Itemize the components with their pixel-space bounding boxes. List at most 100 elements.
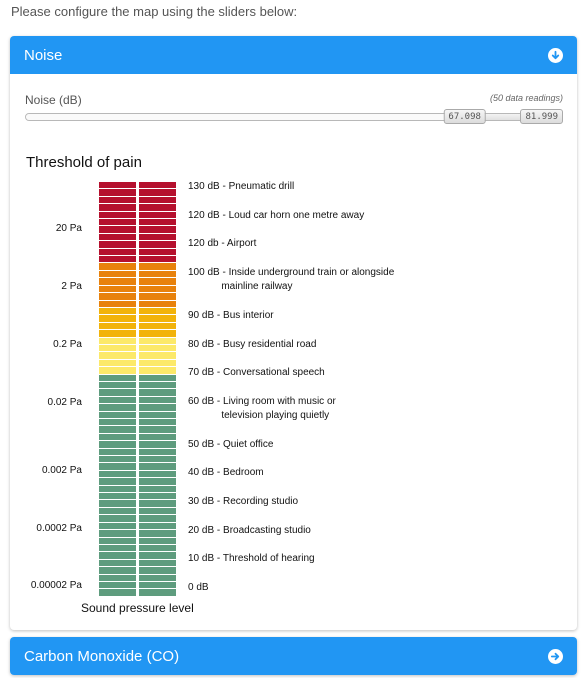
meter-segment bbox=[139, 374, 176, 382]
meter-segment bbox=[99, 567, 136, 575]
sound-pressure-axis-label: Sound pressure level bbox=[81, 601, 194, 615]
meter-segment bbox=[99, 367, 136, 375]
meter-segment bbox=[139, 470, 176, 479]
meter-segment bbox=[99, 293, 136, 301]
noise-panel-header[interactable]: Noise bbox=[10, 36, 577, 74]
db-level-label: 130 dB - Pneumatic drill bbox=[188, 181, 295, 192]
meter-segment bbox=[139, 182, 176, 190]
meter-segment bbox=[139, 189, 176, 197]
meter-segment bbox=[99, 182, 136, 190]
meter-segment bbox=[99, 581, 136, 590]
meter-segment bbox=[99, 374, 136, 382]
meter-segment bbox=[139, 381, 176, 390]
meter-segment bbox=[139, 581, 176, 590]
meter-segment bbox=[99, 211, 136, 220]
pressure-label: 2 Pa bbox=[61, 281, 82, 292]
pressure-label: 0.2 Pa bbox=[53, 339, 82, 350]
meter-segment bbox=[99, 307, 136, 316]
meter-segment bbox=[99, 241, 136, 249]
meter-segment bbox=[99, 204, 136, 212]
meter-segment bbox=[139, 337, 176, 345]
meter-segment bbox=[139, 448, 176, 457]
noise-slider-track[interactable]: 67.098 81.999 bbox=[25, 109, 563, 124]
meter-segment bbox=[139, 293, 176, 301]
meter-segment bbox=[99, 515, 136, 523]
meter-segment bbox=[99, 248, 136, 257]
meter-segment bbox=[99, 278, 136, 286]
meter-segment bbox=[139, 196, 176, 205]
meter-segment bbox=[139, 344, 176, 353]
co-panel: Carbon Monoxide (CO) bbox=[10, 637, 577, 675]
meter-segment bbox=[99, 470, 136, 479]
meter-segment bbox=[99, 352, 136, 360]
meter-segment bbox=[139, 530, 176, 538]
db-level-label: 120 dB - Loud car horn one metre away bbox=[188, 210, 365, 221]
meter-segment bbox=[99, 396, 136, 405]
meter-segment bbox=[139, 404, 176, 412]
noise-slider-handle[interactable]: 67.098 bbox=[443, 109, 486, 124]
db-level-label: 90 dB - Bus interior bbox=[188, 310, 274, 321]
noise-level-meter bbox=[99, 182, 176, 597]
meter-segment bbox=[99, 426, 136, 434]
meter-segment bbox=[139, 359, 176, 368]
meter-segment bbox=[139, 278, 176, 286]
meter-segment bbox=[99, 344, 136, 353]
meter-segment bbox=[99, 478, 136, 486]
meter-segment bbox=[139, 219, 176, 227]
db-level-label: 10 dB - Threshold of hearing bbox=[188, 553, 315, 564]
db-level-label: 20 dB - Broadcasting studio bbox=[188, 525, 311, 536]
meter-segment bbox=[139, 559, 176, 568]
meter-segment bbox=[99, 456, 136, 464]
meter-segment bbox=[139, 537, 176, 545]
meter-segment bbox=[99, 589, 136, 597]
meter-segment bbox=[139, 315, 176, 323]
meter-segment bbox=[139, 263, 176, 271]
db-level-label: 50 dB - Quiet office bbox=[188, 439, 274, 450]
co-panel-header[interactable]: Carbon Monoxide (CO) bbox=[10, 637, 577, 675]
meter-segment bbox=[99, 448, 136, 457]
meter-segment bbox=[99, 256, 136, 264]
arrow-down-circle-icon[interactable] bbox=[548, 47, 563, 63]
meter-segment bbox=[99, 337, 136, 345]
meter-segment bbox=[139, 204, 176, 212]
meter-segment bbox=[139, 241, 176, 249]
pressure-label: 0.00002 Pa bbox=[30, 580, 82, 591]
meter-segment bbox=[139, 515, 176, 523]
meter-segment bbox=[139, 567, 176, 575]
meter-segment bbox=[99, 522, 136, 531]
meter-segment bbox=[139, 248, 176, 257]
db-level-label: 100 dB - Inside underground train or alo… bbox=[188, 267, 395, 292]
meter-segment bbox=[99, 285, 136, 294]
meter-segment bbox=[99, 552, 136, 560]
meter-segment bbox=[139, 493, 176, 501]
noise-slider-fill bbox=[26, 114, 465, 120]
db-level-label: 80 dB - Busy residential road bbox=[188, 339, 317, 350]
meter-segment bbox=[139, 552, 176, 560]
meter-segment bbox=[139, 226, 176, 234]
meter-segment bbox=[99, 404, 136, 412]
meter-segment bbox=[99, 322, 136, 331]
meter-segment bbox=[99, 433, 136, 442]
db-level-label: 60 dB - Living room with music or televi… bbox=[188, 396, 336, 421]
meter-segment bbox=[99, 441, 136, 449]
noise-slider-max-handle[interactable]: 81.999 bbox=[520, 109, 563, 124]
noise-panel-title: Noise bbox=[24, 46, 63, 64]
pressure-label: 0.02 Pa bbox=[47, 397, 82, 408]
meter-segment bbox=[139, 544, 176, 553]
meter-segment bbox=[99, 226, 136, 234]
meter-segment bbox=[139, 352, 176, 360]
db-level-label: 120 db - Airport bbox=[188, 238, 257, 249]
arrow-right-circle-icon[interactable] bbox=[548, 648, 563, 664]
meter-segment bbox=[99, 315, 136, 323]
meter-segment bbox=[139, 300, 176, 308]
meter-segment bbox=[139, 367, 176, 375]
meter-column-right bbox=[139, 182, 176, 597]
noise-panel: Noise Noise (dB) (50 data readings) 67.0… bbox=[10, 36, 577, 630]
meter-segment bbox=[139, 330, 176, 338]
meter-segment bbox=[139, 463, 176, 471]
meter-segment bbox=[139, 211, 176, 220]
meter-segment bbox=[139, 411, 176, 419]
data-readings-count: (50 data readings) bbox=[489, 93, 563, 103]
meter-column-left bbox=[99, 182, 136, 597]
meter-segment bbox=[99, 270, 136, 279]
